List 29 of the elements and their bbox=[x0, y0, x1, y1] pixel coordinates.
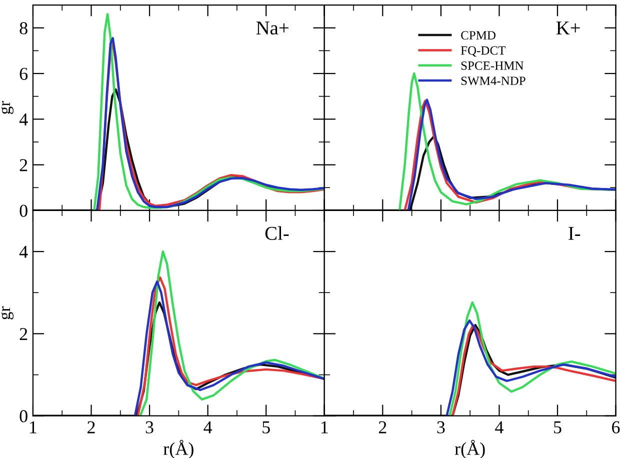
x-tick-label: 2 bbox=[378, 421, 386, 434]
y-tick-label: 0 bbox=[20, 204, 28, 217]
x-tick-label: 2 bbox=[88, 421, 95, 434]
x-tick-label: 5 bbox=[554, 421, 562, 434]
x-tick-label: 3 bbox=[146, 421, 154, 434]
y-tick-label: 4 bbox=[19, 114, 28, 126]
x-tick-label: 6 bbox=[612, 421, 620, 434]
annotation: K+ bbox=[556, 22, 580, 34]
x-tick-label: 3 bbox=[437, 421, 445, 434]
y-tick-label: 4 bbox=[19, 246, 28, 258]
y-tick-label: 2 bbox=[20, 159, 28, 172]
x-tick-label: 4 bbox=[204, 421, 212, 434]
y-tick-label: 0 bbox=[20, 410, 28, 422]
y-axis-title: gr bbox=[1, 100, 14, 114]
y-tick-label: 8 bbox=[20, 22, 28, 34]
x-tick-label: 1 bbox=[321, 421, 328, 434]
legend-label: CPMD bbox=[461, 31, 496, 40]
legend-label: FQ-DCT bbox=[460, 46, 506, 57]
x-tick-label: 1 bbox=[30, 421, 36, 434]
annotation: I- bbox=[568, 227, 580, 240]
legend-label: SPCE-HMN bbox=[461, 61, 524, 70]
y-tick-label: 6 bbox=[20, 68, 28, 80]
annotation: Na+ bbox=[256, 22, 288, 35]
x-tick-label: 5 bbox=[262, 421, 270, 434]
y-tick-label: 2 bbox=[20, 328, 28, 340]
annotation: Cl- bbox=[265, 226, 289, 240]
y-axis-title: gr bbox=[1, 306, 14, 320]
legend-label: SWM4-NDP bbox=[461, 76, 526, 86]
x-tick-label: 4 bbox=[495, 421, 504, 434]
